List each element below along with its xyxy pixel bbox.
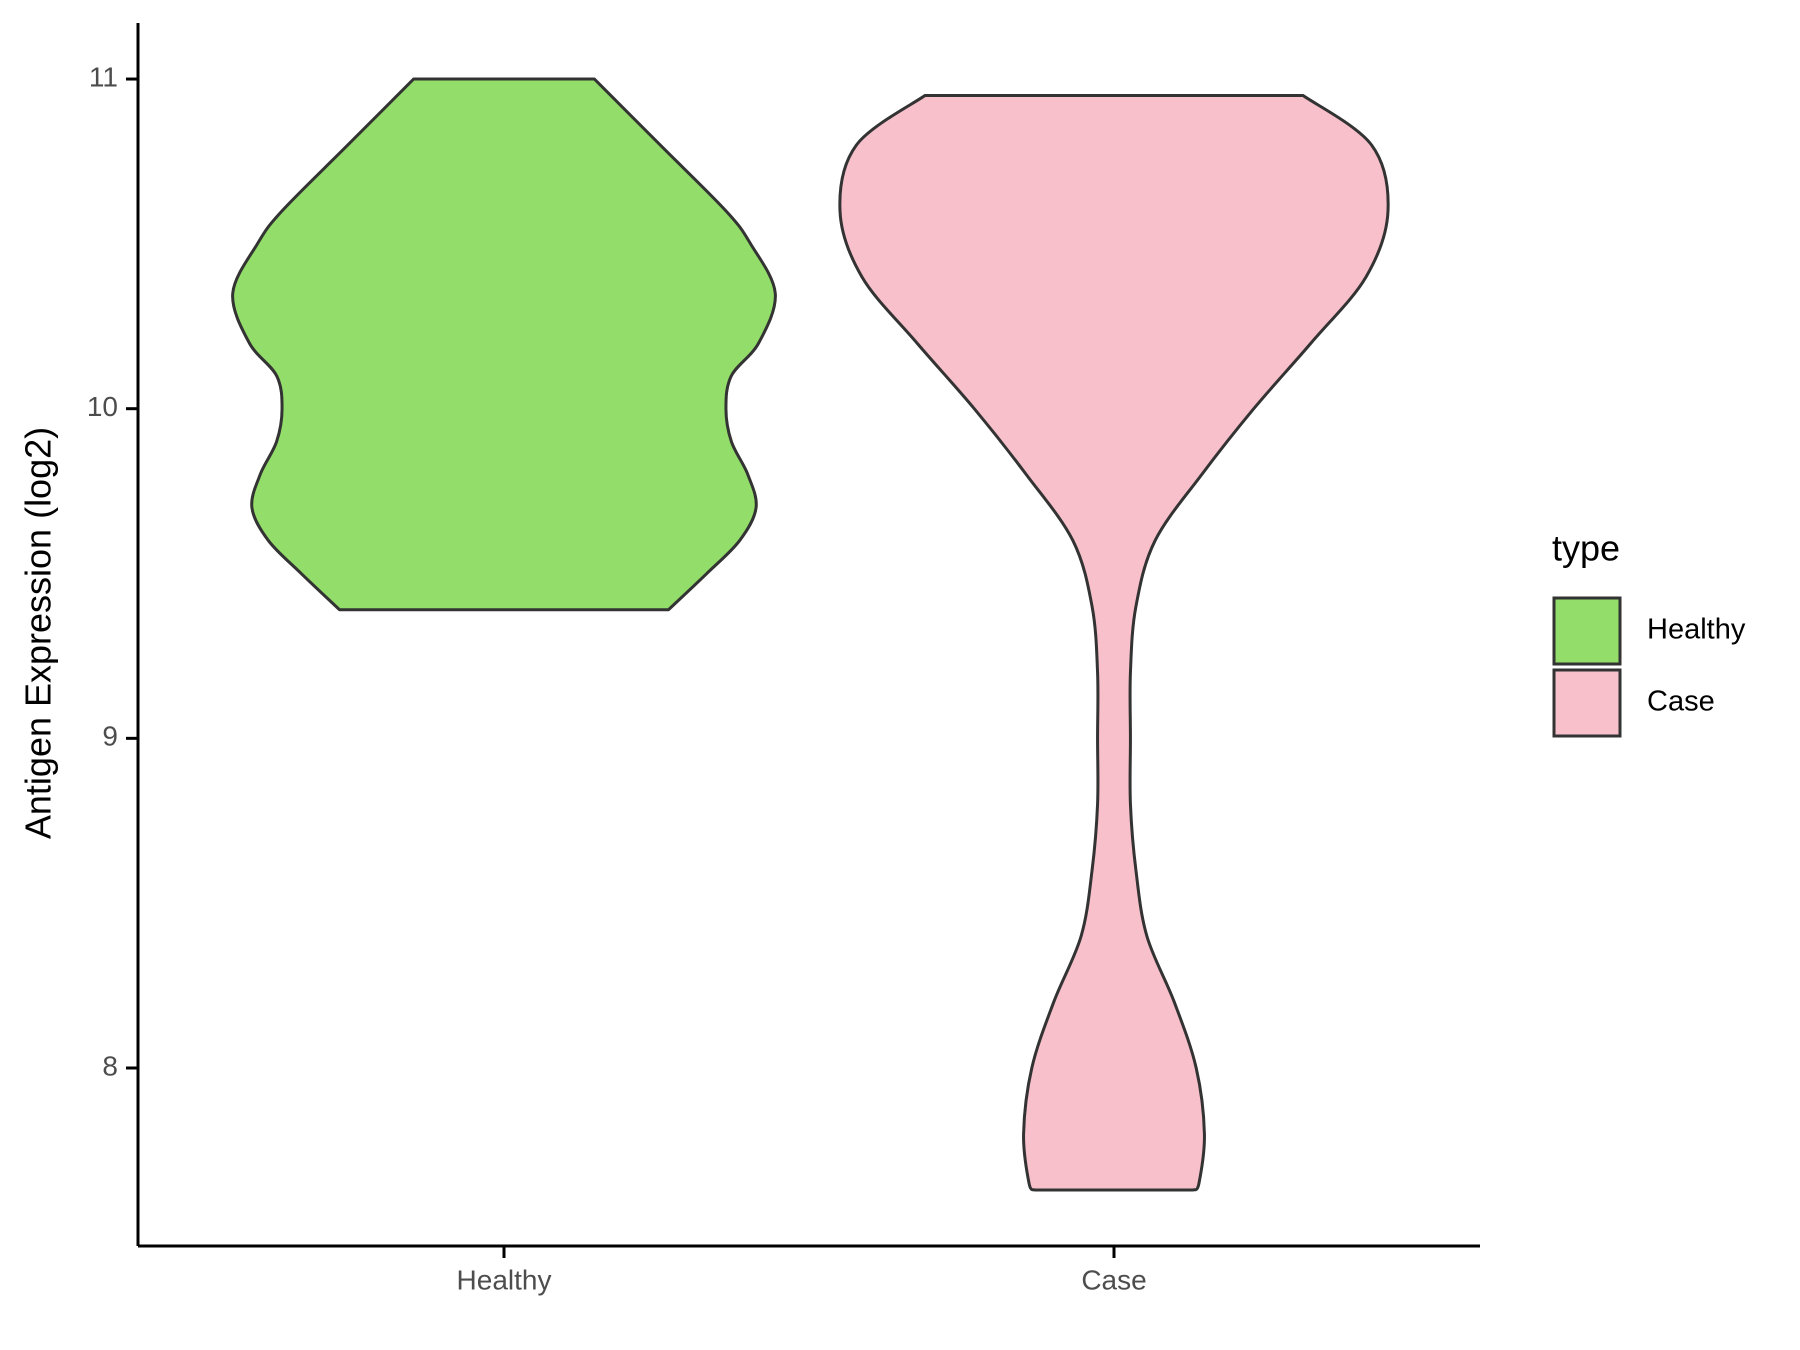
legend-label: Healthy — [1647, 614, 1746, 646]
violin — [231, 77, 777, 612]
legend-label: Case — [1647, 686, 1715, 718]
y-axis-title: Antigen Expression (log2) — [18, 427, 59, 839]
y-tick-label: 9 — [102, 721, 118, 752]
violin — [838, 94, 1390, 1192]
legend-title: type — [1552, 528, 1620, 569]
x-tick-label: Healthy — [457, 1264, 552, 1295]
y-tick-label: 10 — [87, 391, 118, 422]
legend-key — [1552, 596, 1622, 666]
legend-key — [1552, 668, 1622, 738]
y-tick-label: 8 — [102, 1050, 118, 1081]
y-tick-label: 11 — [89, 61, 118, 92]
x-tick-label: Case — [1081, 1264, 1146, 1295]
